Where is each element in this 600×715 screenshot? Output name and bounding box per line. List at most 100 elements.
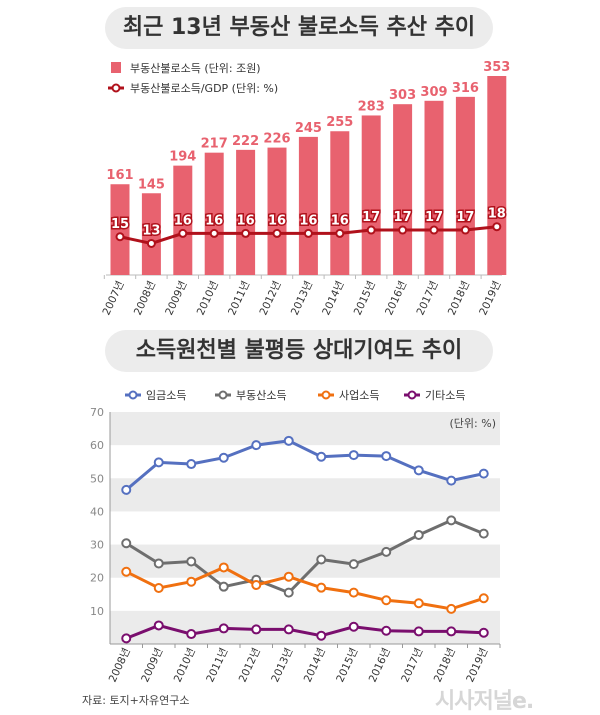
source-note: 자료: 토지+자유연구소 bbox=[82, 694, 190, 707]
ratio-value-label: 17 bbox=[362, 210, 380, 225]
x-tick-label: 2008년 bbox=[107, 646, 133, 684]
data-point bbox=[446, 475, 457, 486]
ratio-value-label: 18 bbox=[488, 207, 506, 222]
data-point bbox=[153, 457, 164, 468]
x-tick-label: 2015년 bbox=[334, 646, 360, 684]
y-tick-label: 40 bbox=[90, 505, 104, 518]
data-point bbox=[283, 435, 294, 446]
ratio-value-label: 16 bbox=[205, 213, 223, 228]
x-tick-label: 2009년 bbox=[163, 279, 189, 317]
ratio-value-label: 16 bbox=[331, 213, 349, 228]
x-tick-label: 2011년 bbox=[204, 646, 230, 684]
data-point bbox=[446, 515, 457, 526]
ratio-marker bbox=[398, 225, 408, 235]
x-tick-label: 2015년 bbox=[352, 279, 378, 317]
y-tick-label: 30 bbox=[90, 539, 104, 552]
bar-value-label: 309 bbox=[420, 85, 447, 100]
ratio-marker bbox=[303, 228, 313, 238]
x-tick-label: 2016년 bbox=[383, 279, 409, 317]
legend-line-marker bbox=[111, 83, 121, 93]
data-point bbox=[186, 556, 197, 567]
grid-band bbox=[110, 544, 500, 578]
data-point bbox=[381, 546, 392, 557]
data-point bbox=[251, 580, 262, 591]
legend-marker bbox=[218, 390, 228, 400]
legend-bar-label: 부동산불로소득 (단위: 조원) bbox=[130, 62, 261, 75]
data-point bbox=[218, 452, 229, 463]
chart2-title: 소득원천별 불평등 상대기여도 추이 bbox=[105, 330, 493, 372]
data-point bbox=[121, 633, 132, 644]
grid-band bbox=[110, 610, 500, 644]
x-tick-label: 2018년 bbox=[446, 279, 472, 317]
ratio-value-label: 15 bbox=[111, 217, 129, 232]
legend-marker bbox=[128, 390, 138, 400]
ratio-marker bbox=[460, 225, 470, 235]
x-tick-label: 2019년 bbox=[464, 646, 490, 684]
data-point bbox=[186, 576, 197, 587]
bar bbox=[361, 115, 381, 275]
ratio-marker bbox=[429, 225, 439, 235]
ratio-marker bbox=[146, 238, 156, 248]
data-point bbox=[218, 581, 229, 592]
data-point bbox=[316, 451, 327, 462]
bar bbox=[298, 136, 318, 275]
y-tick-label: 50 bbox=[90, 472, 104, 485]
legend-bar-swatch bbox=[111, 62, 121, 73]
bar bbox=[236, 149, 256, 275]
x-tick-label: 2018년 bbox=[432, 646, 458, 684]
ratio-value-label: 17 bbox=[394, 210, 412, 225]
data-point bbox=[348, 621, 359, 632]
bar bbox=[267, 147, 287, 275]
bar-value-label: 283 bbox=[358, 99, 385, 114]
ratio-marker bbox=[366, 225, 376, 235]
data-point bbox=[316, 582, 327, 593]
bar bbox=[393, 104, 413, 275]
data-point bbox=[413, 465, 424, 476]
grid-band bbox=[110, 478, 500, 512]
data-point bbox=[316, 554, 327, 565]
ratio-marker bbox=[492, 222, 502, 232]
bar-value-label: 255 bbox=[326, 115, 353, 130]
data-point bbox=[283, 624, 294, 635]
data-point bbox=[283, 571, 294, 582]
bar-value-label: 161 bbox=[106, 168, 133, 183]
x-tick-label: 2017년 bbox=[399, 646, 425, 684]
chart1-title: 최근 13년 부동산 불로소득 추산 추이 bbox=[105, 7, 493, 49]
series-line bbox=[125, 439, 485, 492]
unit-note: (단위: %) bbox=[450, 417, 496, 430]
legend-label: 부동산소득 bbox=[236, 389, 287, 402]
data-point bbox=[478, 528, 489, 539]
data-point bbox=[413, 598, 424, 609]
y-tick-label: 60 bbox=[90, 439, 104, 452]
data-point bbox=[316, 630, 327, 641]
data-point bbox=[413, 529, 424, 540]
data-point bbox=[283, 587, 294, 598]
bar-value-label: 217 bbox=[201, 137, 228, 152]
legend-marker bbox=[407, 390, 417, 400]
ratio-marker bbox=[209, 228, 219, 238]
data-point bbox=[348, 587, 359, 598]
legend-marker bbox=[321, 390, 331, 400]
data-point bbox=[381, 625, 392, 636]
x-tick-label: 2010년 bbox=[172, 646, 198, 684]
ratio-marker bbox=[335, 228, 345, 238]
bar bbox=[110, 184, 130, 275]
series-line bbox=[125, 623, 484, 640]
x-tick-label: 2014년 bbox=[320, 279, 346, 317]
data-point bbox=[121, 566, 132, 577]
bar-value-label: 145 bbox=[138, 177, 165, 192]
legend-line-label: 부동산불로소득/GDP (단위: %) bbox=[130, 82, 278, 95]
ratio-marker bbox=[241, 228, 251, 238]
ratio-value-label: 16 bbox=[174, 213, 192, 228]
series-line bbox=[125, 565, 485, 611]
bar bbox=[487, 76, 507, 275]
data-point bbox=[348, 559, 359, 570]
legend-label: 기타소득 bbox=[425, 389, 465, 402]
bar bbox=[141, 193, 161, 275]
ratio-marker bbox=[178, 228, 188, 238]
x-tick-label: 2013년 bbox=[269, 646, 295, 684]
grid-band bbox=[110, 412, 500, 446]
y-tick-label: 20 bbox=[90, 572, 104, 585]
x-tick-label: 2019년 bbox=[477, 279, 503, 317]
